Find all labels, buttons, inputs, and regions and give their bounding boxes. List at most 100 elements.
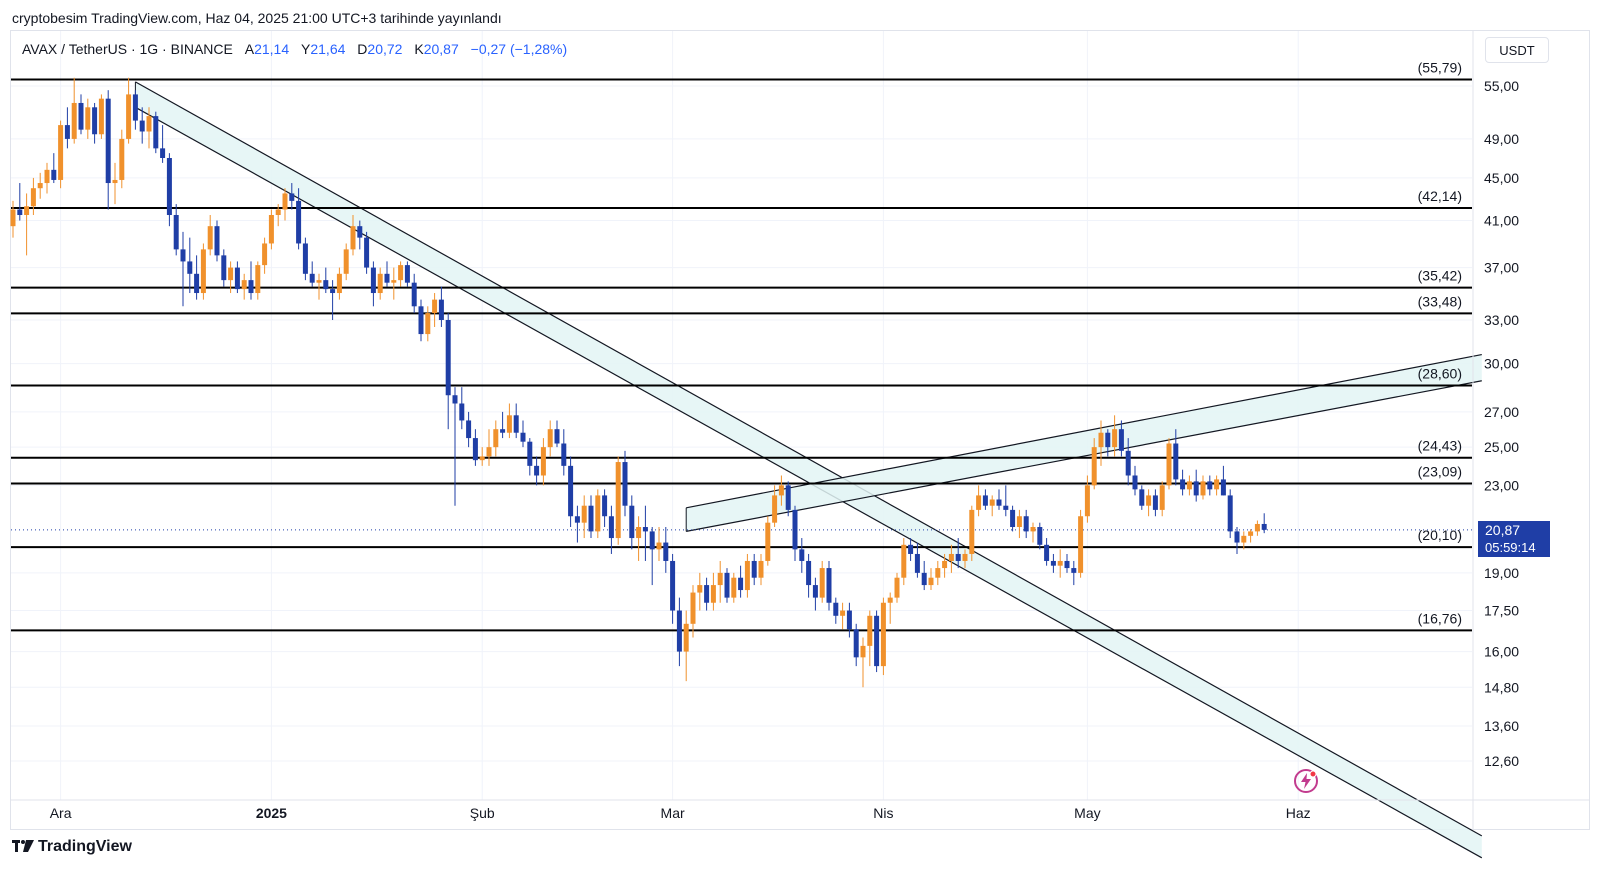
lightning-icon[interactable]	[1293, 768, 1319, 794]
candle-body	[1166, 443, 1172, 486]
candle-body	[44, 169, 50, 184]
candle-body	[302, 243, 308, 274]
tradingview-logo-text: TradingView	[38, 838, 132, 855]
candle-body	[24, 206, 30, 216]
candle-body	[200, 249, 206, 294]
candle-body	[92, 107, 98, 135]
x-tick-label: Ara	[50, 805, 72, 821]
level-label: (20,10)	[1418, 527, 1462, 543]
candle-body	[30, 188, 36, 207]
currency-button[interactable]: USDT	[1485, 37, 1549, 63]
candle-body	[568, 465, 574, 517]
horizontal-levels[interactable]: (55,79) (42,14) (35,42) (33,48) (28,60) (24,4…	[11, 59, 1472, 632]
candle-body	[955, 553, 961, 561]
candle-body	[1112, 429, 1118, 448]
ascending-channel-lower-line[interactable]	[686, 380, 1482, 532]
candle-body	[64, 125, 70, 139]
candle-body	[1098, 432, 1104, 448]
candle-body	[221, 255, 227, 281]
price-axis[interactable]: 55,00 49,00 45,00 41,00 37,00 33,00 30,00 27,00…	[1472, 31, 1519, 829]
symbol-name[interactable]: AVAX / TetherUS · 1G · BINANCE	[22, 41, 233, 57]
time-axis[interactable]: Ara 2025 Şub Mar Nis May Haz	[11, 799, 1589, 821]
candle-body	[153, 116, 159, 149]
candle-body	[1071, 568, 1077, 573]
candle-body	[670, 560, 676, 611]
candle-body	[853, 629, 859, 658]
candle-body	[1186, 481, 1192, 490]
candle-body	[445, 319, 451, 396]
candle-body	[962, 553, 968, 561]
candle-body	[411, 282, 417, 307]
candle-body	[330, 289, 336, 294]
candle-body	[1057, 560, 1063, 566]
candle-body	[425, 313, 431, 335]
candle-body	[969, 509, 975, 554]
candle-body	[357, 226, 363, 238]
descending-channel-lower-line[interactable]	[135, 106, 1483, 859]
candle-body	[819, 568, 825, 598]
candle-body	[207, 226, 213, 250]
candle-body	[806, 560, 812, 586]
candle-body	[432, 299, 438, 314]
level-label: (16,76)	[1418, 610, 1462, 626]
candle-body	[1254, 523, 1260, 532]
descending-channel-upper-line[interactable]	[135, 81, 1483, 837]
ascending-channel-upper-line[interactable]	[686, 353, 1482, 509]
candle-body	[418, 306, 424, 335]
candle-body	[540, 447, 546, 476]
candle-body	[282, 193, 288, 210]
symbol-info: AVAX / TetherUS · 1G · BINANCE A21,14 Y2…	[22, 41, 567, 57]
candle-body	[275, 209, 281, 216]
y-tick-label: 14,80	[1484, 679, 1519, 695]
candle-body	[1105, 432, 1111, 448]
candle-body	[1207, 481, 1213, 490]
candle-body	[1023, 516, 1029, 532]
descending-channel-fill	[135, 81, 1482, 858]
candle-body	[105, 98, 111, 184]
candle-body	[608, 516, 614, 539]
candle-body	[948, 553, 954, 561]
y-tick-label: 16,00	[1484, 644, 1519, 660]
trend-channels[interactable]	[134, 81, 1483, 859]
candle-body	[1037, 527, 1043, 545]
candle-body	[343, 249, 349, 274]
y-tick-label: 19,00	[1484, 565, 1519, 581]
candle-body	[234, 267, 240, 290]
candle-body	[629, 505, 635, 539]
candle-body	[268, 215, 274, 244]
tradingview-logo[interactable]: TradingView	[12, 838, 132, 856]
candle-body	[241, 280, 247, 290]
candle-body	[833, 602, 839, 616]
candle-body	[561, 443, 567, 466]
candle-body	[778, 485, 784, 496]
candle-body	[296, 200, 302, 244]
candle-body	[731, 577, 737, 598]
candle-body	[663, 542, 669, 561]
candle-body	[262, 243, 268, 266]
candle-body	[370, 267, 376, 294]
candle-body	[581, 505, 587, 523]
y-tick-label: 45,00	[1484, 170, 1519, 186]
candle-body	[921, 572, 927, 586]
candle-body	[697, 585, 703, 593]
candle-body	[588, 505, 594, 532]
candle-body	[500, 429, 506, 433]
candle-body	[1050, 560, 1056, 566]
candle-body	[1248, 531, 1254, 536]
chart-frame[interactable]	[10, 30, 1590, 830]
candle-body	[724, 572, 730, 598]
candle-body	[846, 610, 852, 630]
candle-body	[527, 441, 533, 466]
x-tick-label: Nis	[873, 805, 893, 821]
candle-body	[187, 261, 193, 274]
candle-body	[1193, 481, 1199, 496]
candle-body	[1132, 475, 1138, 490]
candle-body	[595, 495, 601, 532]
candle-body	[17, 209, 23, 216]
candle-body	[78, 102, 84, 130]
candle-body	[901, 544, 907, 578]
candle-body	[126, 94, 132, 139]
candle-body	[656, 542, 662, 550]
candle-body	[160, 148, 166, 158]
